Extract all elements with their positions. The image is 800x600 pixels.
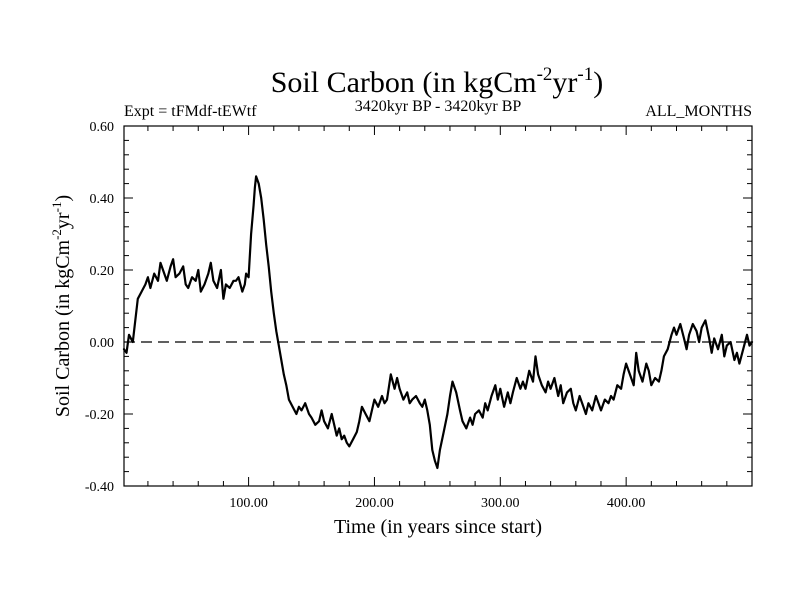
series-group xyxy=(122,175,754,470)
y-tick-labels: 0.60 0.40 0.20 0.00 -0.20 -0.40 xyxy=(85,120,114,495)
y-axis-label-main: Soil Carbon (in kgCm xyxy=(52,239,74,417)
x-axis-label: Time (in years since start) xyxy=(334,516,542,538)
y-tick-label: 0.40 xyxy=(90,192,115,207)
months-label: ALL_MONTHS xyxy=(645,103,752,120)
x-tick-label: 300.00 xyxy=(481,496,520,511)
y-tick-label: 0.60 xyxy=(90,120,115,135)
period-label: 3420kyr BP - 3420kyr BP xyxy=(355,98,522,115)
x-tick-labels: 100.00 200.00 300.00 400.00 xyxy=(229,496,645,511)
x-tick-label: 400.00 xyxy=(607,496,646,511)
y-axis-label-sup2: -1 xyxy=(49,202,64,213)
plot-frame xyxy=(123,125,753,487)
y-axis-label: Soil Carbon (in kgCm-2yr-1) xyxy=(49,195,74,417)
y-axis-label-end: ) xyxy=(52,195,74,202)
y-tick-label: 0.20 xyxy=(90,264,115,279)
y-tick-label: -0.40 xyxy=(85,480,114,495)
chart-title-end: ) xyxy=(593,66,603,99)
chart-title-mid: yr xyxy=(552,66,577,99)
series-line-1 xyxy=(122,175,754,470)
y-tick-label: 0.00 xyxy=(90,336,115,351)
y-axis-label-mid: yr xyxy=(52,212,74,229)
chart-title-sup1: -2 xyxy=(537,64,553,85)
chart-title-main: Soil Carbon (in kgCm xyxy=(271,66,537,99)
y-axis-label-sup1: -2 xyxy=(49,229,64,240)
tick-marks xyxy=(124,125,753,487)
chart-title-sup2: -1 xyxy=(577,64,593,85)
y-tick-label: -0.20 xyxy=(85,408,114,423)
chart-title: Soil Carbon (in kgCm-2yr-1) xyxy=(271,64,604,99)
x-tick-label: 200.00 xyxy=(355,496,394,511)
expt-label: Expt = tFMdf-tEWtf xyxy=(124,103,257,120)
x-tick-label: 100.00 xyxy=(229,496,268,511)
